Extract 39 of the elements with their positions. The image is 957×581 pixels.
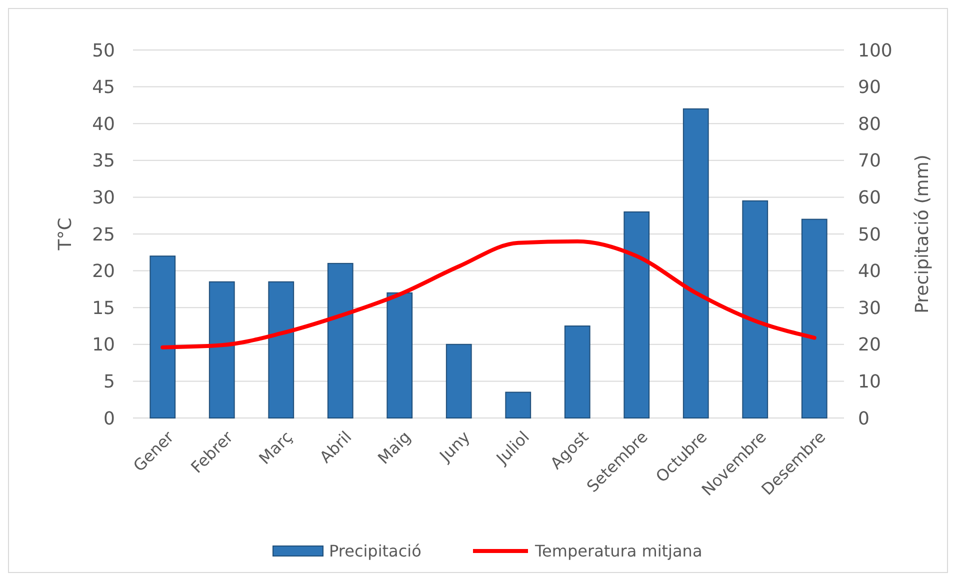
bar bbox=[327, 262, 354, 418]
y-tick-label: 0 bbox=[104, 408, 115, 430]
y2-tick-label: 30 bbox=[858, 298, 881, 319]
y2-tick-label: 100 bbox=[858, 40, 892, 62]
bar bbox=[446, 344, 472, 418]
y2-tick-label: 0 bbox=[858, 408, 870, 430]
bar bbox=[564, 326, 590, 418]
bar bbox=[386, 292, 413, 418]
y2-tick-label: 10 bbox=[858, 372, 881, 392]
y2-tick-label: 20 bbox=[858, 334, 881, 356]
y-tick-label: 45 bbox=[92, 77, 115, 98]
y2-tick-label: 70 bbox=[858, 150, 881, 172]
bar bbox=[268, 281, 294, 418]
y-axis-title: T°C bbox=[55, 218, 76, 252]
y-tick-label: 10 bbox=[92, 334, 115, 356]
bar bbox=[505, 392, 532, 418]
y-tick-label: 20 bbox=[92, 261, 115, 282]
y-tick-label: 15 bbox=[92, 298, 115, 319]
bar bbox=[742, 200, 768, 418]
bar bbox=[150, 256, 176, 418]
y2-tick-label: 80 bbox=[858, 114, 881, 135]
bar bbox=[801, 218, 828, 418]
bar bbox=[624, 211, 650, 418]
y2-axis-title: Precipitació (mm) bbox=[912, 154, 933, 314]
y2-tick-label: 50 bbox=[858, 224, 881, 246]
y2-tick-label: 60 bbox=[858, 188, 881, 208]
legend-label: Precipitació bbox=[329, 542, 422, 561]
y-tick-label: 30 bbox=[92, 188, 115, 208]
y2-tick-label: 90 bbox=[858, 77, 881, 98]
legend-label: Temperatura mitjana bbox=[534, 542, 702, 561]
bar bbox=[208, 281, 235, 418]
y2-tick-label: 40 bbox=[858, 261, 881, 282]
y-tick-label: 35 bbox=[92, 150, 115, 172]
y-tick-label: 5 bbox=[104, 372, 115, 392]
y-tick-label: 50 bbox=[92, 40, 115, 62]
bar bbox=[682, 108, 709, 418]
line-series bbox=[160, 239, 816, 350]
y-tick-label: 40 bbox=[92, 114, 115, 135]
y-tick-label: 25 bbox=[92, 224, 115, 246]
